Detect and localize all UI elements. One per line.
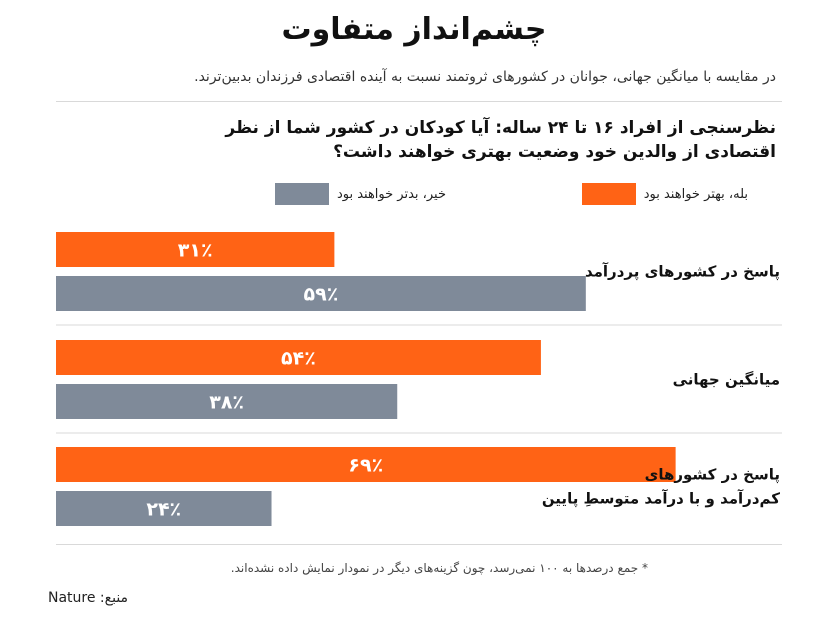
category-label-3-line-2: کم‌درآمد و با درآمد متوسطِ پایین [542, 490, 780, 509]
source-credit: منبع: Nature [48, 590, 129, 606]
bar-no-3 [56, 491, 272, 526]
legend-label-yes: بله، بهتر خواهند بود [643, 186, 748, 202]
category-label-1: پاسخ در کشورهای پردرآمد [585, 263, 780, 282]
legend-label-no: خیر، بدتر خواهند بود [336, 186, 446, 202]
page-title: چشم‌انداز متفاوت [281, 12, 547, 47]
data-label-yes-2: ۵۴٪ [281, 348, 316, 370]
bar-yes-2 [56, 340, 541, 375]
bottom-divider [56, 544, 782, 545]
survey-question: نظرسنجی از افراد ۱۶ تا ۲۴ ساله: آیا کودک… [225, 118, 776, 162]
data-label-no-2: ۳۸٪ [209, 392, 244, 414]
bar-no-1 [56, 276, 586, 311]
footnote: * جمع درصدها به ۱۰۰ نمی‌رسد، چون گزینه‌ه… [230, 561, 648, 575]
page-subtitle: در مقایسه با میانگین جهانی، جوانان در کش… [194, 69, 776, 85]
top-divider [56, 101, 782, 102]
bar-yes-3 [56, 447, 676, 482]
legend-swatch-no [274, 183, 329, 205]
bar-yes-1 [56, 232, 335, 267]
data-label-yes-3: ۶۹٪ [348, 455, 383, 477]
legend-item-yes: بله، بهتر خواهند بود [581, 183, 748, 205]
category-label-3-line-1: پاسخ در کشورهای [645, 466, 780, 485]
data-label-no-3: ۲۴٪ [146, 499, 181, 521]
legend-swatch-yes [581, 183, 636, 205]
category-label-2: میانگین جهانی [673, 371, 780, 389]
bar-no-2 [56, 384, 398, 419]
legend-item-no: خیر، بدتر خواهند بود [274, 183, 446, 205]
data-label-yes-1: ۳۱٪ [178, 240, 213, 262]
data-label-no-1: ۵۹٪ [304, 284, 339, 306]
